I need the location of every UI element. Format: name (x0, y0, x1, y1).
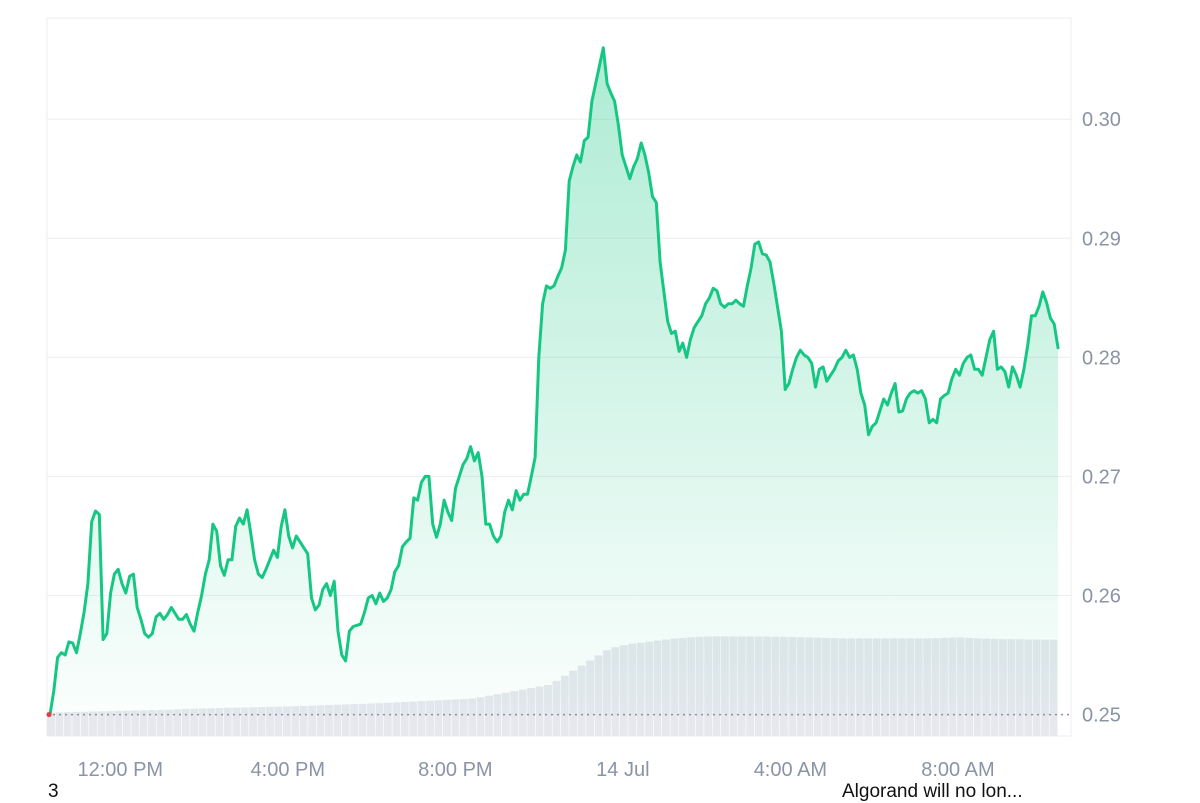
volume-bar (198, 708, 207, 736)
volume-bar (223, 707, 232, 736)
volume-bar (392, 702, 401, 736)
volume-bar (299, 705, 308, 736)
y-tick-label: 0.27 (1082, 466, 1121, 488)
y-tick-label: 0.29 (1082, 228, 1121, 250)
y-tick-label: 0.30 (1082, 109, 1121, 131)
volume-bar (131, 710, 140, 736)
open-price-marker (46, 712, 52, 718)
volume-bar (333, 704, 342, 736)
y-tick-label: 0.25 (1082, 705, 1121, 727)
volume-bar (97, 711, 106, 736)
news-ticker-text[interactable]: Algorand will no lon... (842, 781, 1023, 802)
volume-bar (341, 704, 350, 736)
volume-bar (148, 710, 156, 736)
volume-bar (156, 709, 165, 736)
volume-bar (442, 699, 451, 736)
x-tick-label: 4:00 AM (754, 759, 827, 781)
volume-bar (417, 701, 426, 736)
volume-bar (350, 704, 359, 736)
volume-bar (89, 711, 97, 736)
volume-bar (266, 706, 274, 736)
y-axis-ticks: 0.25 0.26 0.27 0.28 0.29 0.30 (1082, 109, 1121, 726)
volume-bar (257, 707, 266, 736)
volume-bar (72, 711, 81, 736)
volume-bar (207, 708, 215, 736)
volume-bar (485, 695, 493, 736)
volume-bar (139, 710, 148, 736)
x-axis-ticks: 12:00 PM 4:00 PM 8:00 PM 14 Jul 4:00 AM 8:00 … (77, 759, 994, 781)
price-line (48, 46, 1060, 717)
volume-bar (240, 707, 249, 736)
x-tick-label: 8:00 PM (418, 759, 492, 781)
volume-bar (164, 709, 173, 736)
volume-bar (291, 706, 300, 736)
volume-bar (375, 703, 384, 736)
volume-bar (451, 699, 460, 736)
volume-bar (308, 705, 316, 736)
volume-bar (122, 710, 131, 736)
volume-bar (409, 701, 418, 736)
volume-bar (476, 697, 485, 736)
volume-bar (367, 703, 375, 736)
volume-bar (173, 709, 182, 736)
volume-bar (55, 712, 64, 736)
volume-bar (63, 712, 72, 736)
volume-bar (426, 700, 434, 736)
y-tick-label: 0.26 (1082, 585, 1121, 607)
x-tick-label: 12:00 PM (77, 759, 163, 781)
volume-bar (249, 707, 258, 736)
volume-bar (434, 700, 443, 736)
footer-left-text: 3 (48, 781, 59, 802)
price-area-fill (50, 47, 1058, 715)
volume-bar (316, 705, 325, 736)
volume-bar (468, 698, 477, 736)
volume-bar (274, 706, 283, 736)
volume-bar (358, 703, 367, 736)
y-tick-label: 0.28 (1082, 347, 1121, 369)
volume-bar (190, 708, 199, 736)
x-tick-label: 8:00 AM (921, 759, 994, 781)
volume-bar (47, 712, 55, 736)
volume-bar (282, 706, 291, 736)
volume-bar (459, 699, 468, 736)
x-tick-label: 14 Jul (596, 759, 649, 781)
volume-bar (232, 707, 241, 736)
x-tick-label: 4:00 PM (251, 759, 325, 781)
volume-bar (80, 711, 89, 736)
volume-bar (181, 708, 190, 736)
volume-bar (114, 710, 123, 736)
volume-bar (384, 702, 392, 736)
volume-bar (325, 704, 333, 736)
volume-bar (400, 701, 409, 736)
volume-bar (215, 708, 224, 736)
volume-bar (105, 711, 114, 736)
